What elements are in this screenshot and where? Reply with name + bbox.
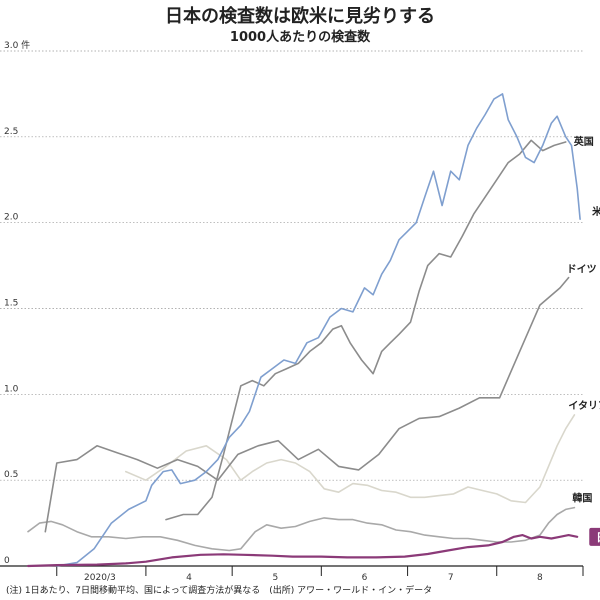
x-axis: 2020/3 4 5 6 7 8 — [56, 566, 584, 583]
x-tick-label: 7 — [448, 573, 454, 583]
y-tick-label: 0.5 — [4, 470, 18, 480]
grid-lines — [0, 50, 583, 567]
series-label: ドイツ — [567, 264, 597, 276]
chart-subtitle: 1000人あたりの検査数 — [229, 30, 371, 45]
footnote: (注) 1日あたり、7日間移動平均、国によって調査方法が異なる (出所) アワー… — [6, 586, 433, 596]
x-tick-label: 4 — [186, 573, 192, 583]
y-tick-label: 3.0 件 — [4, 39, 30, 51]
series-line — [165, 139, 567, 521]
series-labels: 英国米国ドイツイタリア韓国日本 — [567, 135, 600, 546]
series-line — [26, 533, 579, 568]
series-lines — [26, 93, 581, 568]
series-line — [44, 276, 570, 533]
series-label: 日本 — [596, 530, 600, 544]
chart-title: 日本の検査数は欧米に見劣りする — [165, 6, 435, 27]
y-tick-label: 1.5 — [4, 299, 18, 309]
series-line — [55, 93, 581, 567]
y-axis-ticks: 0 0.5 1.0 1.5 2.0 2.5 3.0 件 — [4, 39, 30, 566]
y-tick-label: 2.0 — [4, 213, 19, 223]
x-tick-label: 6 — [362, 573, 368, 583]
japan-label-badge — [589, 527, 600, 546]
series-label: 英国 — [573, 135, 594, 148]
series-label: 韓国 — [572, 492, 592, 505]
x-tick-label: 8 — [537, 573, 543, 583]
series-line — [125, 414, 576, 504]
series-label: 米国 — [592, 205, 600, 218]
y-tick-label: 1.0 — [4, 384, 19, 394]
x-tick-label: 2020/3 — [84, 573, 116, 583]
y-tick-label: 0 — [4, 556, 10, 566]
y-tick-label: 2.5 — [4, 127, 18, 137]
series-label: イタリア — [568, 400, 600, 412]
x-tick-label: 5 — [272, 573, 278, 583]
